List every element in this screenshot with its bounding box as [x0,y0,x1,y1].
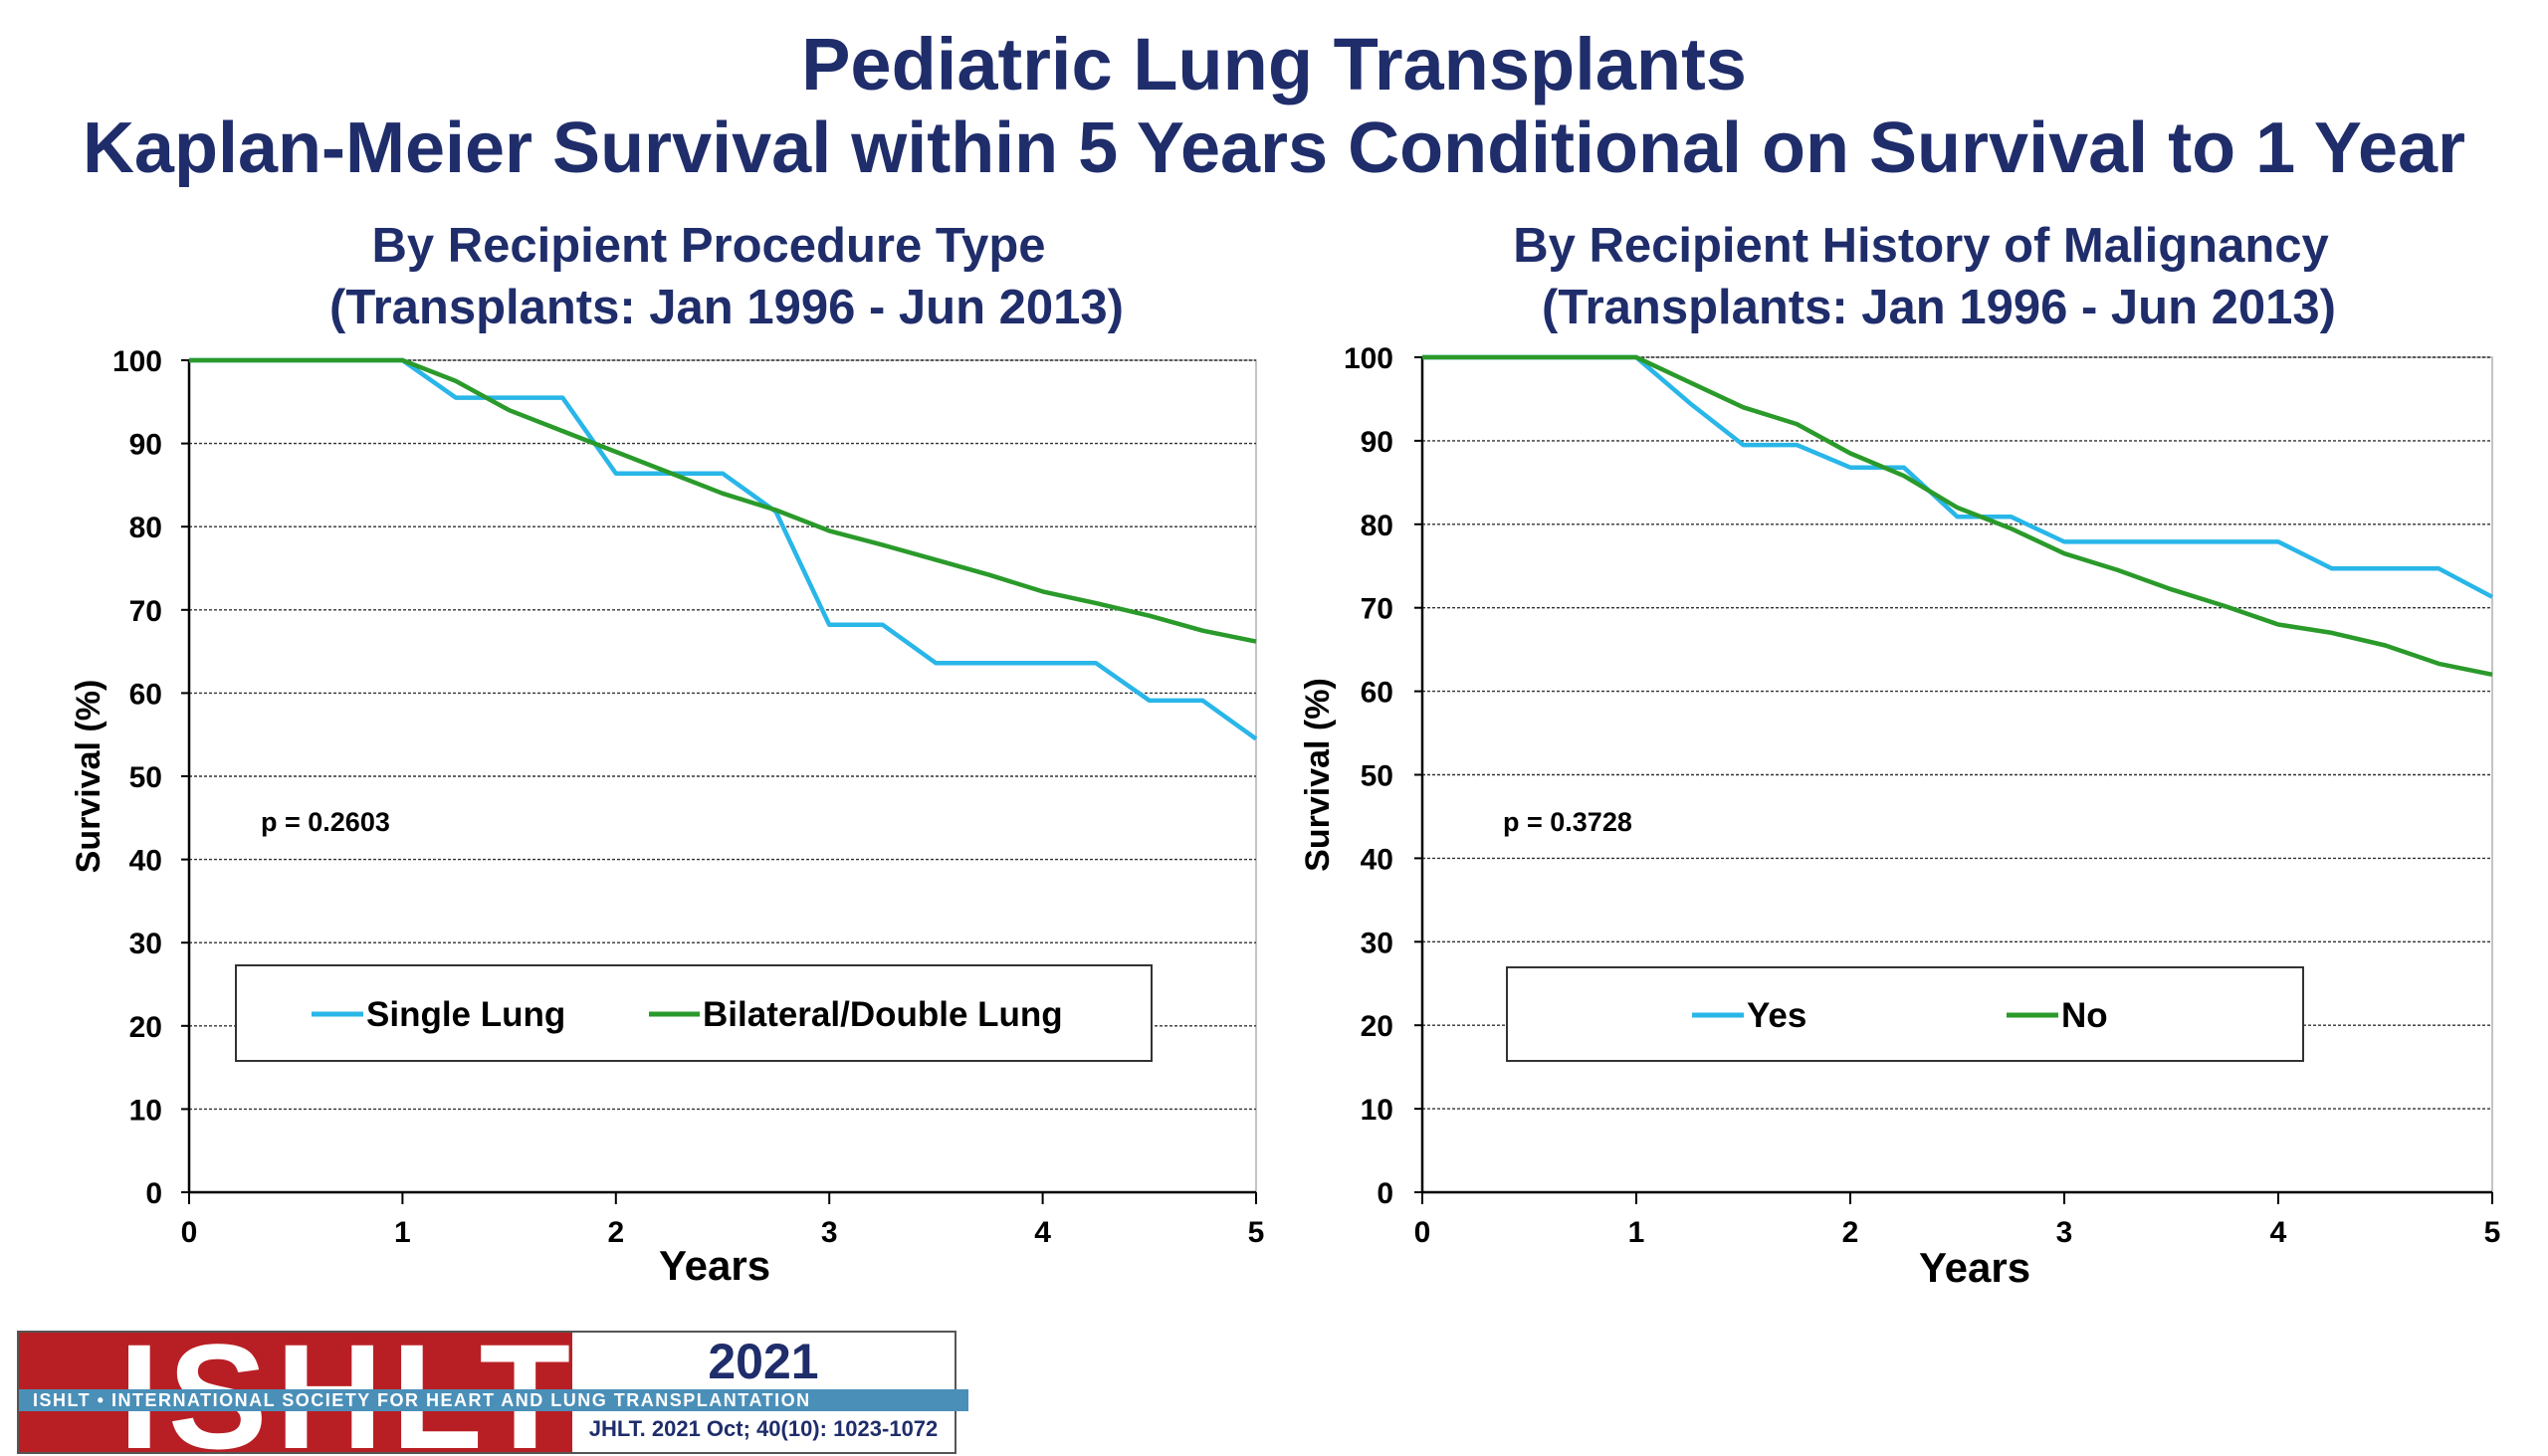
y-tick-label: 90 [1361,426,1393,459]
y-tick-label: 80 [129,512,162,544]
x-tick-label: 3 [821,1216,838,1249]
y-tick-label: 0 [1377,1177,1393,1210]
x-axis-title: Years [659,1242,770,1289]
y-tick-label: 100 [112,345,162,378]
chart-title: By Recipient History of Malignancy [1513,219,2329,273]
y-tick-label: 50 [1361,760,1393,793]
y-tick-label: 30 [129,928,162,960]
y-tick-label: 30 [1361,927,1393,959]
society-name-band: ISHLT • INTERNATIONAL SOCIETY FOR HEART … [19,1389,968,1411]
p-value-annotation: p = 0.3728 [1503,807,1632,837]
x-tick-label: 5 [1248,1216,1265,1249]
legend-label-1: Yes [1747,996,1806,1035]
y-tick-label: 60 [1361,677,1393,710]
p-value-annotation: p = 0.2603 [261,807,390,837]
x-tick-label: 4 [1034,1216,1051,1249]
chart-subtitle: (Transplants: Jan 1996 - Jun 2013) [329,281,1124,334]
series-line-1 [189,357,1258,741]
y-axis-title: Survival (%) [1299,678,1337,872]
y-axis-title: Survival (%) [70,680,107,874]
x-tick-label: 3 [2056,1216,2073,1249]
y-tick-label: 40 [1361,843,1393,876]
y-tick-label: 50 [129,761,162,794]
x-tick-label: 0 [181,1216,198,1249]
footer-banner: ISHLT ISHLT • INTERNATIONAL SOCIETY FOR … [17,1331,968,1454]
x-tick-label: 2 [1842,1216,1859,1249]
y-tick-label: 90 [129,429,162,462]
series-line-1 [1422,354,2494,599]
footer-citation: JHLT. 2021 Oct; 40(10): 1023-1072 [588,1416,939,1441]
legend-label-1: Single Lung [366,995,565,1034]
x-tick-label: 1 [394,1216,411,1249]
y-tick-label: 20 [1361,1010,1393,1043]
x-tick-label: 1 [1628,1216,1645,1249]
y-tick-label: 10 [129,1094,162,1127]
y-tick-label: 20 [129,1011,162,1044]
page-title: Pediatric Lung Transplants [801,23,1747,105]
legend-box [1506,966,2304,1062]
footer-year: 2021 [708,1334,819,1389]
y-tick-label: 0 [145,1177,162,1210]
series-line-2 [189,357,1257,644]
x-tick-label: 0 [1414,1216,1431,1249]
y-tick-label: 10 [1361,1094,1393,1127]
chart-subtitle: (Transplants: Jan 1996 - Jun 2013) [1542,281,2336,334]
series-line-2 [1422,354,2493,678]
x-axis-title: Years [1919,1244,2030,1291]
y-tick-label: 70 [129,595,162,628]
x-tick-label: 2 [607,1216,624,1249]
y-tick-label: 70 [1361,593,1393,626]
chart-title: By Recipient Procedure Type [371,219,1045,273]
y-tick-label: 60 [129,678,162,711]
page-subtitle: Kaplan-Meier Survival within 5 Years Con… [82,108,2466,188]
legend-label-2: No [2061,996,2108,1035]
x-tick-label: 5 [2484,1216,2501,1249]
y-tick-label: 80 [1361,510,1393,542]
legend-label-2: Bilateral/Double Lung [703,995,1063,1034]
y-tick-label: 40 [129,845,162,878]
x-tick-label: 4 [2270,1216,2287,1249]
y-tick-label: 100 [1344,342,1393,375]
